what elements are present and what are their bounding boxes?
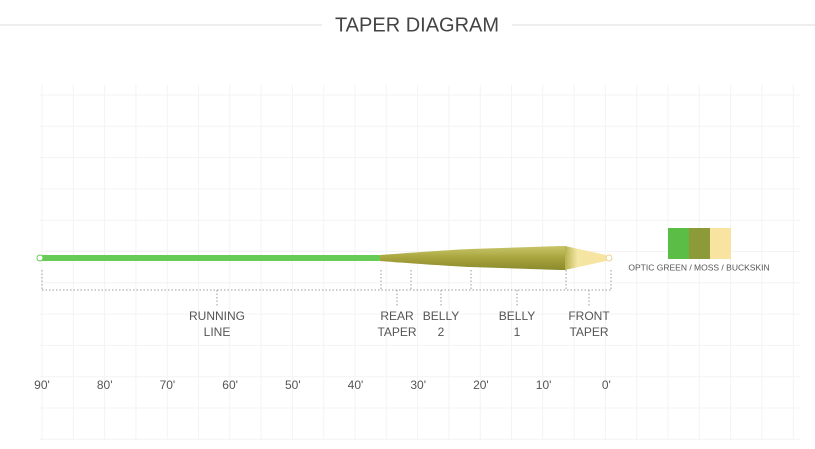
section-label: BELLY [423, 309, 459, 323]
scale-label: 20' [473, 378, 489, 392]
swatch-moss [689, 228, 710, 259]
scale-label: 60' [222, 378, 238, 392]
section-label: TAPER [377, 325, 416, 339]
scale-label: 90' [34, 378, 50, 392]
section-label: 1 [514, 325, 521, 339]
scale-label: 50' [285, 378, 301, 392]
scale-label: 30' [410, 378, 426, 392]
swatch-buckskin [710, 228, 731, 259]
section-label: REAR [380, 309, 414, 323]
section-label: 2 [438, 325, 445, 339]
section-labels: RUNNING LINE REAR TAPER BELLY 2 BELLY 1 FRONT TAP… [189, 309, 610, 339]
scale-label: 70' [160, 378, 176, 392]
scale-label: 80' [97, 378, 113, 392]
scale-label: 0' [602, 378, 611, 392]
section-label: RUNNING [189, 309, 245, 323]
scale-label: 40' [348, 378, 364, 392]
taper-body [380, 246, 566, 270]
line-end [605, 254, 613, 262]
line-end [36, 254, 44, 262]
front-taper-tip [565, 246, 606, 270]
color-swatches [668, 228, 731, 259]
fly-line [36, 246, 613, 270]
color-label: OPTIC GREEN / MOSS / BUCKSKIN [628, 262, 769, 272]
section-label: TAPER [569, 325, 608, 339]
section-label: FRONT [568, 309, 610, 323]
section-label: BELLY [499, 309, 535, 323]
section-label: LINE [204, 325, 231, 339]
scale-label: 10' [536, 378, 552, 392]
swatch-green [668, 228, 689, 259]
running-line [40, 255, 382, 261]
section-brackets [41, 270, 612, 306]
title: TAPER DIAGRAM [335, 14, 499, 36]
length-scale: 90' 80' 70' 60' 50' 40' 30' 20' 10' 0' [34, 378, 611, 392]
